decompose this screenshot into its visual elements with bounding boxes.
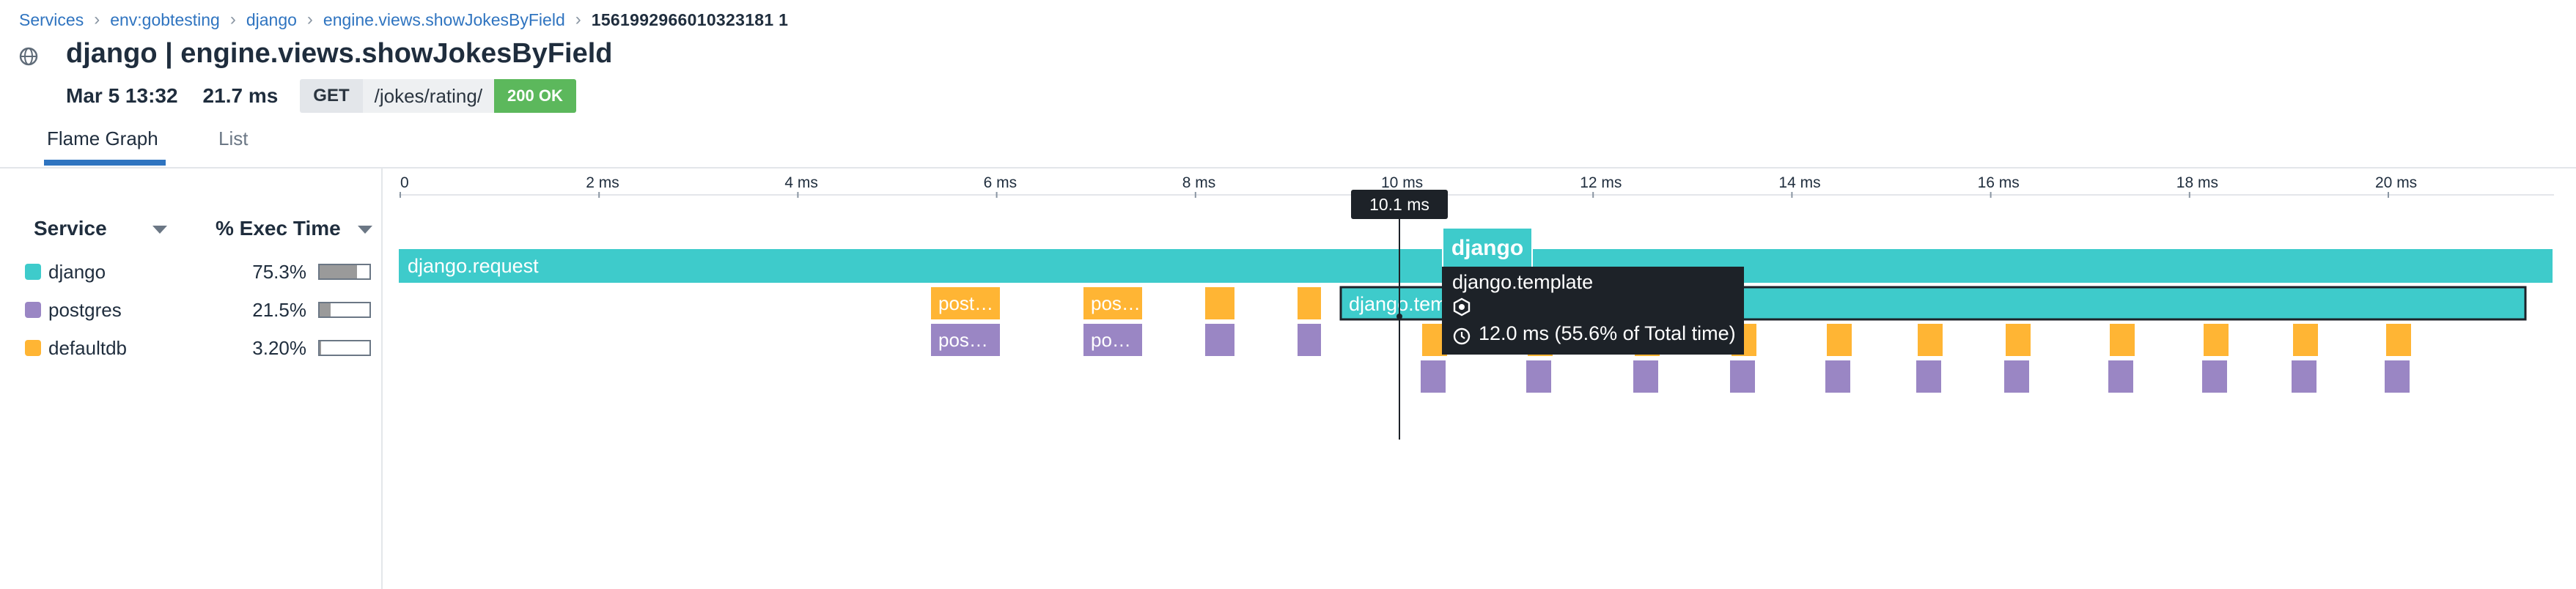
time-axis-tick-label: 0 xyxy=(400,174,409,191)
chevron-right-icon: › xyxy=(306,10,313,29)
breadcrumb-trace-id: 1561992966010323181 1 xyxy=(591,10,789,29)
span-defaultdb[interactable] xyxy=(931,287,1000,319)
exec-time-column-header[interactable]: % Exec Time xyxy=(216,217,341,240)
span-label-postgres: pos… xyxy=(938,329,988,351)
globe-icon xyxy=(19,47,38,66)
sort-caret-icon[interactable] xyxy=(152,226,167,234)
span-postgres[interactable] xyxy=(1421,360,1446,393)
service-name: defaultdb xyxy=(48,337,127,359)
service-icon xyxy=(1453,297,1471,316)
exec-time-bar xyxy=(318,302,371,318)
span-defaultdb[interactable] xyxy=(2110,324,2135,356)
span-defaultdb[interactable] xyxy=(1298,287,1321,319)
service-color-swatch xyxy=(25,264,41,280)
breadcrumb: Services › env:gobtesting › django › eng… xyxy=(19,7,788,32)
chevron-right-icon: › xyxy=(229,10,236,29)
span-defaultdb[interactable] xyxy=(1205,287,1234,319)
exec-time-percent: 3.20% xyxy=(252,337,306,359)
exec-time-bar xyxy=(318,340,371,356)
chevron-right-icon: › xyxy=(94,10,100,29)
view-tabs: Flame Graph List xyxy=(0,117,2576,168)
breadcrumb-services[interactable]: Services xyxy=(19,10,84,29)
exec-time-bar-fill xyxy=(320,303,331,316)
span-postgres[interactable] xyxy=(1298,324,1321,356)
service-name: postgres xyxy=(48,299,122,321)
span-defaultdb[interactable] xyxy=(2006,324,2031,356)
span-label-django-request: django.request xyxy=(408,255,539,277)
cursor-time-label: 10.1 ms xyxy=(1351,190,1448,219)
legend-row-django[interactable]: django 75.3% xyxy=(0,253,381,290)
trace-meta: Mar 5 13:32 21.7 ms GET /jokes/rating/ 2… xyxy=(66,78,576,114)
span-postgres[interactable] xyxy=(1083,324,1142,356)
time-cursor-marker xyxy=(1396,314,1402,319)
span-postgres[interactable] xyxy=(2004,360,2029,393)
tooltip-span-name: django.template xyxy=(1452,271,1594,293)
legend-row-defaultdb[interactable]: defaultdb 3.20% xyxy=(0,330,381,366)
span-postgres[interactable] xyxy=(1825,360,1850,393)
span-defaultdb[interactable] xyxy=(1083,287,1142,319)
span-defaultdb[interactable] xyxy=(1918,324,1943,356)
active-tab-indicator xyxy=(44,160,166,166)
span-label-defaultdb: pos… xyxy=(1091,292,1141,314)
exec-time-bar-fill xyxy=(320,265,358,278)
service-name: django xyxy=(48,261,106,283)
time-axis-tick-label: 4 ms xyxy=(784,174,818,191)
tooltip-service-tag: django xyxy=(1442,227,1533,268)
service-legend: Service % Exec Time django 75.3% postgre… xyxy=(0,167,383,589)
span-postgres[interactable] xyxy=(1730,360,1755,393)
time-axis-tick-label: 12 ms xyxy=(1580,174,1622,191)
span-label-defaultdb: post… xyxy=(938,292,993,314)
span-postgres[interactable] xyxy=(2202,360,2227,393)
tooltip-span-time: 12.0 ms (55.6% of Total time) xyxy=(1479,322,1736,344)
breadcrumb-env[interactable]: env:gobtesting xyxy=(110,10,220,29)
time-axis-tick-label: 10 ms xyxy=(1381,174,1423,191)
time-axis-tick-label: 14 ms xyxy=(1778,174,1820,191)
exec-time-bar xyxy=(318,264,371,280)
trace-duration: 21.7 ms xyxy=(202,84,279,107)
span-postgres[interactable] xyxy=(1526,360,1551,393)
legend-row-postgres[interactable]: postgres 21.5% xyxy=(0,292,381,328)
span-defaultdb[interactable] xyxy=(2293,324,2318,356)
exec-time-percent: 75.3% xyxy=(252,261,306,283)
time-axis-tick-label: 20 ms xyxy=(2375,174,2417,191)
span-label-postgres: po… xyxy=(1091,329,1131,351)
span-tooltip: django.template 12.0 ms (55.6% of Total … xyxy=(1442,267,1744,355)
service-column-header[interactable]: Service xyxy=(34,217,107,240)
time-axis-tick-label: 18 ms xyxy=(2176,174,2218,191)
time-axis-tick-label: 8 ms xyxy=(1182,174,1216,191)
span-defaultdb[interactable] xyxy=(1827,324,1852,356)
chevron-right-icon: › xyxy=(575,10,581,29)
service-color-swatch xyxy=(25,340,41,356)
span-postgres[interactable] xyxy=(2385,360,2410,393)
time-axis-tick-label: 16 ms xyxy=(1978,174,2020,191)
tab-list[interactable]: List xyxy=(218,127,249,149)
span-postgres[interactable] xyxy=(2292,360,2316,393)
span-postgres[interactable] xyxy=(1633,360,1658,393)
sort-caret-icon[interactable] xyxy=(358,226,372,234)
span-postgres[interactable] xyxy=(1916,360,1941,393)
time-axis-tick-label: 6 ms xyxy=(984,174,1017,191)
http-method-badge: GET xyxy=(300,79,363,113)
exec-time-bar-fill xyxy=(320,341,322,355)
breadcrumb-resource[interactable]: engine.views.showJokesByField xyxy=(323,10,565,29)
clock-icon xyxy=(1453,327,1471,345)
status-badge: 200 OK xyxy=(494,79,576,113)
trace-date: Mar 5 13:32 xyxy=(66,84,178,107)
time-axis-tick-label: 2 ms xyxy=(586,174,619,191)
breadcrumb-service[interactable]: django xyxy=(246,10,297,29)
page-title: django | engine.views.showJokesByField xyxy=(66,38,613,69)
span-postgres[interactable] xyxy=(2108,360,2133,393)
span-postgres[interactable] xyxy=(1205,324,1234,356)
exec-time-percent: 21.5% xyxy=(252,299,306,321)
span-defaultdb[interactable] xyxy=(2204,324,2229,356)
tab-flame-graph[interactable]: Flame Graph xyxy=(47,127,158,149)
service-color-swatch xyxy=(25,302,41,318)
url-path-badge: /jokes/rating/ xyxy=(362,79,495,113)
span-defaultdb[interactable] xyxy=(2386,324,2411,356)
span-postgres[interactable] xyxy=(931,324,1000,356)
